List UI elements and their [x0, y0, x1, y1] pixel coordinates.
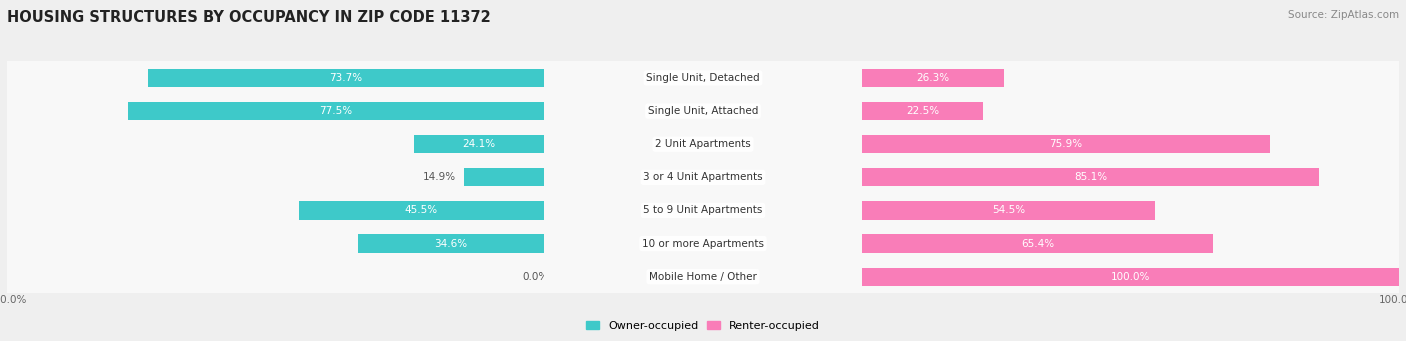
Bar [299, 201, 544, 220]
Bar [7, 61, 544, 94]
Text: 10 or more Apartments: 10 or more Apartments [643, 239, 763, 249]
Bar [544, 194, 862, 227]
Bar [7, 227, 544, 260]
Bar [862, 227, 1399, 260]
Text: 14.9%: 14.9% [422, 172, 456, 182]
Text: 65.4%: 65.4% [1021, 239, 1054, 249]
Text: 34.6%: 34.6% [434, 239, 467, 249]
Bar [544, 161, 862, 194]
Bar [862, 194, 1399, 227]
Bar [544, 61, 862, 94]
Text: 0.0%: 0.0% [523, 272, 548, 282]
Bar [544, 128, 862, 161]
Text: 100.0%: 100.0% [1111, 272, 1150, 282]
Bar [7, 94, 544, 128]
Bar [128, 102, 544, 120]
Bar [862, 102, 983, 120]
Bar [148, 69, 544, 87]
Text: 26.3%: 26.3% [917, 73, 949, 83]
Bar [862, 260, 1399, 293]
Text: 22.5%: 22.5% [907, 106, 939, 116]
Text: 85.1%: 85.1% [1074, 172, 1108, 182]
Text: 54.5%: 54.5% [993, 205, 1025, 216]
Bar [464, 168, 544, 187]
Text: Source: ZipAtlas.com: Source: ZipAtlas.com [1288, 10, 1399, 20]
Text: Single Unit, Attached: Single Unit, Attached [648, 106, 758, 116]
Text: HOUSING STRUCTURES BY OCCUPANCY IN ZIP CODE 11372: HOUSING STRUCTURES BY OCCUPANCY IN ZIP C… [7, 10, 491, 25]
Text: 3 or 4 Unit Apartments: 3 or 4 Unit Apartments [643, 172, 763, 182]
Legend: Owner-occupied, Renter-occupied: Owner-occupied, Renter-occupied [581, 316, 825, 336]
Bar [359, 235, 544, 253]
Bar [415, 135, 544, 153]
Text: 77.5%: 77.5% [319, 106, 352, 116]
Bar [862, 69, 1004, 87]
Bar [7, 128, 544, 161]
Bar [544, 260, 862, 293]
Text: 75.9%: 75.9% [1049, 139, 1083, 149]
Text: 24.1%: 24.1% [463, 139, 495, 149]
Bar [7, 161, 544, 194]
Text: 5 to 9 Unit Apartments: 5 to 9 Unit Apartments [644, 205, 762, 216]
Bar [862, 161, 1399, 194]
Bar [544, 94, 862, 128]
Text: 73.7%: 73.7% [329, 73, 363, 83]
Bar [862, 94, 1399, 128]
Bar [862, 135, 1270, 153]
Bar [862, 61, 1399, 94]
Text: 2 Unit Apartments: 2 Unit Apartments [655, 139, 751, 149]
Text: Single Unit, Detached: Single Unit, Detached [647, 73, 759, 83]
Bar [544, 227, 862, 260]
Bar [862, 235, 1213, 253]
Bar [862, 168, 1319, 187]
Bar [7, 260, 544, 293]
Text: 45.5%: 45.5% [405, 205, 439, 216]
Text: Mobile Home / Other: Mobile Home / Other [650, 272, 756, 282]
Bar [862, 268, 1399, 286]
Bar [862, 128, 1399, 161]
Bar [7, 194, 544, 227]
Bar [862, 201, 1154, 220]
